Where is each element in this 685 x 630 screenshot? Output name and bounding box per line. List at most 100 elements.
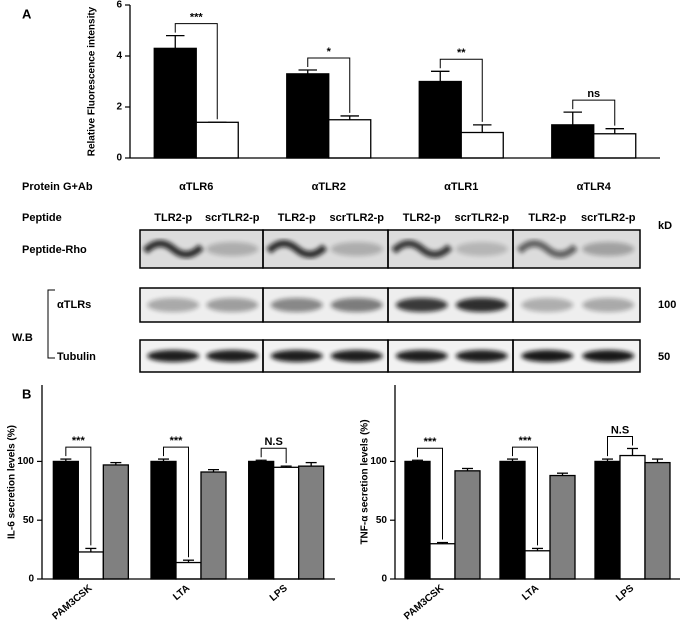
bar (248, 460, 275, 580)
bar (286, 73, 330, 159)
blot-frame (512, 287, 641, 323)
blot-frame (512, 229, 641, 269)
blot-band (206, 298, 259, 312)
significance-bracket (174, 23, 218, 120)
category-label: αTLR4 (577, 181, 612, 193)
significance-bracket (572, 99, 616, 126)
bar (52, 460, 79, 580)
bar (594, 460, 621, 580)
row-label: Tubulin (57, 351, 96, 363)
significance-label: * (327, 46, 332, 58)
blot-band (582, 350, 635, 362)
significance-bracket (607, 435, 633, 457)
lane-label: scrTLR2-p (581, 212, 636, 224)
row-label: αTLRs (57, 299, 91, 311)
significance-label: *** (519, 435, 533, 447)
y-tick-label: 0 (116, 153, 122, 164)
lane-label: TLR2-p (278, 212, 316, 224)
significance-label: ns (587, 88, 600, 100)
blot-band (455, 298, 508, 312)
blot-band (521, 298, 574, 312)
kd-label: 100 (658, 299, 676, 311)
y-tick-label: 0 (381, 574, 387, 585)
y-tick-label: 4 (116, 51, 122, 62)
bar (77, 551, 104, 580)
blot-band (330, 298, 383, 312)
significance-label: ** (457, 47, 466, 59)
blot-band (206, 350, 259, 362)
bar (619, 454, 646, 580)
kd-label: 50 (658, 351, 670, 363)
category-label: αTLR2 (312, 181, 346, 193)
blot-band (395, 298, 448, 312)
blot-band (206, 242, 259, 256)
blot-band (455, 242, 508, 256)
x-tick-label: LPS (268, 583, 290, 604)
blot-band (582, 242, 635, 256)
bar (404, 460, 431, 580)
lane-label: TLR2-p (154, 212, 192, 224)
blot-band (270, 350, 323, 362)
significance-bracket (417, 447, 443, 540)
panel-label: B (22, 386, 31, 401)
significance-bracket (260, 447, 287, 464)
bar (644, 461, 671, 580)
lane-label: scrTLR2-p (205, 212, 260, 224)
blot-band (582, 298, 635, 312)
bar (593, 133, 637, 159)
bar (524, 550, 551, 580)
blot-frame (512, 339, 641, 373)
bar (200, 471, 227, 580)
blot-band (391, 240, 453, 258)
row-label: Peptide (22, 212, 62, 224)
lane-label: scrTLR2-p (330, 212, 385, 224)
blot-band (270, 298, 323, 312)
blot-band (266, 240, 328, 258)
bar (454, 470, 481, 580)
bar (429, 543, 456, 580)
category-label: αTLR1 (444, 181, 478, 193)
significance-bracket (512, 446, 538, 546)
blot-band (330, 350, 383, 362)
bar (549, 474, 576, 580)
significance-label: *** (424, 436, 438, 448)
significance-bracket (307, 57, 351, 113)
y-tick-label: 50 (23, 515, 35, 526)
significance-label: N.S (611, 424, 629, 436)
wb-bracket (47, 289, 55, 359)
x-tick-label: PAM3CSK (402, 582, 447, 622)
panel-label: A (22, 6, 32, 21)
lane-label: scrTLR2-p (455, 212, 510, 224)
y-axis-label: TNF-α secretion levels (%) (360, 419, 371, 544)
y-tick-label: 100 (17, 456, 34, 467)
blot-band (521, 350, 574, 362)
y-axis-label: Relative Fluorescence intensity (87, 6, 98, 156)
blot-band (142, 240, 204, 258)
bar (460, 131, 504, 159)
row-label: Peptide-Rho (22, 244, 87, 256)
x-tick-label: LPS (614, 583, 636, 604)
blot-band (516, 240, 578, 258)
y-tick-label: 0 (28, 574, 34, 585)
row-label: W.B (12, 332, 33, 344)
bar (102, 464, 129, 580)
y-tick-label: 50 (376, 515, 388, 526)
y-tick-label: 100 (370, 456, 387, 467)
bar (175, 561, 202, 580)
blot-band (330, 242, 383, 256)
x-tick-label: PAM3CSK (50, 582, 95, 622)
bar (418, 80, 462, 159)
y-tick-label: 2 (116, 102, 122, 113)
kd-label: kD (658, 220, 672, 232)
significance-label: *** (170, 435, 184, 447)
significance-bracket (65, 446, 92, 546)
y-tick-label: 6 (116, 0, 122, 11)
x-tick-label: LTA (520, 583, 541, 603)
blot-band (147, 350, 200, 362)
significance-label: *** (72, 435, 86, 447)
lane-label: TLR2-p (528, 212, 566, 224)
blot-band (455, 350, 508, 362)
row-label: Protein G+Ab (22, 181, 93, 193)
bar (298, 465, 325, 580)
